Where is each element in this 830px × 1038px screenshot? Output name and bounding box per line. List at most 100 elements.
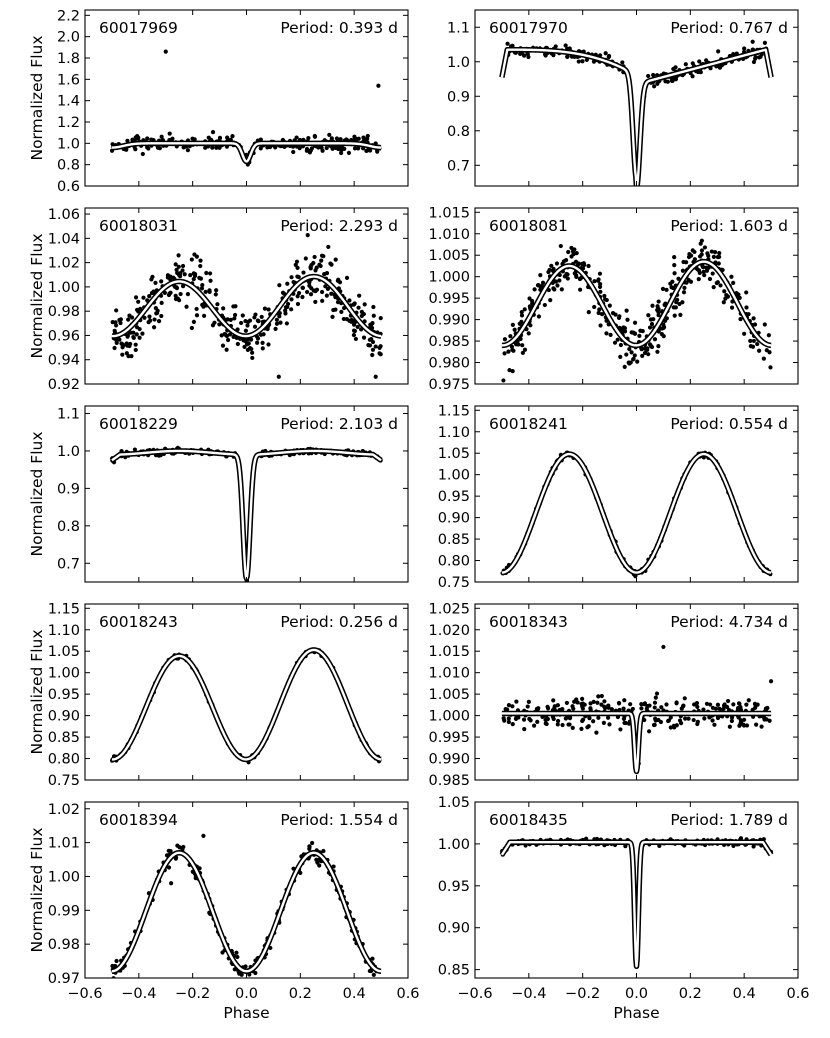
data-point (572, 247, 577, 252)
data-point (306, 136, 311, 141)
data-point (114, 958, 119, 964)
data-point (526, 699, 531, 704)
data-point (717, 254, 722, 260)
data-point (321, 254, 326, 259)
data-point (213, 292, 218, 297)
data-point (219, 333, 224, 338)
data-point (599, 693, 604, 699)
y-tick-label: 1.015 (428, 205, 470, 221)
data-point (319, 258, 324, 263)
data-point (692, 257, 697, 262)
data-point (252, 315, 257, 320)
data-point (224, 347, 229, 352)
data-point (681, 290, 687, 295)
data-point (134, 332, 139, 337)
data-point (525, 704, 530, 709)
data-point (297, 146, 302, 151)
data-point (598, 289, 603, 294)
data-point (744, 723, 750, 728)
x-tick-label: 0.2 (289, 986, 312, 1002)
data-point (525, 52, 530, 57)
y-tick-label: 0.90 (438, 921, 470, 937)
data-point (194, 306, 199, 312)
y-tick-label: 1.10 (48, 623, 80, 639)
data-point (540, 280, 546, 285)
data-point (739, 719, 744, 724)
data-point (191, 271, 196, 276)
data-point (527, 716, 532, 722)
data-point (646, 73, 651, 79)
data-point (120, 352, 125, 357)
data-point (736, 292, 741, 297)
data-point (501, 378, 506, 383)
data-point (114, 308, 119, 313)
data-point (715, 280, 720, 285)
y-tick-label: 0.94 (48, 353, 80, 369)
data-point (623, 720, 628, 726)
data-point (729, 715, 735, 720)
data-point (561, 259, 567, 264)
data-point (320, 148, 325, 153)
data-point (729, 718, 734, 724)
data-point (335, 300, 341, 305)
data-point (378, 315, 383, 321)
data-point (597, 284, 603, 289)
data-point (674, 701, 679, 706)
data-point (731, 702, 736, 707)
data-point (672, 263, 677, 268)
data-point (522, 307, 527, 312)
data-point (191, 319, 196, 324)
data-point (551, 698, 556, 703)
data-point (235, 954, 240, 960)
data-point (566, 249, 571, 255)
data-point (624, 308, 629, 313)
data-point (697, 270, 702, 275)
star-id-label: 60018243 (99, 613, 178, 631)
data-point (124, 341, 129, 346)
data-point (742, 331, 747, 336)
model-curve (500, 841, 773, 968)
data-point (307, 844, 312, 849)
data-point (293, 262, 298, 267)
y-tick-label: 1.000 (428, 709, 470, 725)
data-point (177, 845, 182, 850)
data-point (607, 303, 612, 308)
data-point (686, 716, 691, 721)
data-point (134, 325, 140, 330)
data-point (751, 316, 756, 321)
data-point (603, 297, 608, 302)
y-tick-label: 0.980 (428, 356, 470, 372)
data-point (371, 972, 376, 977)
data-point (604, 331, 609, 336)
data-point (324, 145, 329, 151)
y-tick-label: 0.75 (48, 773, 80, 789)
outlier-point (768, 679, 774, 684)
data-point (339, 148, 344, 153)
data-point (117, 317, 122, 323)
y-tick-label: 1.10 (438, 425, 470, 441)
data-point (597, 271, 603, 276)
data-point (753, 705, 758, 710)
data-point (510, 704, 515, 709)
data-point (522, 347, 528, 352)
data-point (166, 848, 171, 853)
data-point (159, 313, 164, 319)
data-point (668, 725, 673, 730)
data-point (510, 322, 515, 327)
y-tick-label: 2.0 (57, 30, 80, 46)
data-point (321, 848, 326, 854)
y-tick-label: 0.90 (48, 709, 80, 725)
data-point (680, 268, 686, 273)
data-point (567, 722, 572, 727)
data-points (501, 238, 773, 383)
data-point (539, 283, 544, 289)
y-tick-label: 1.15 (438, 403, 470, 419)
y-tick-label: 1.005 (428, 248, 470, 264)
data-point (746, 312, 751, 317)
data-point (510, 722, 515, 727)
data-point (646, 729, 652, 734)
y-tick-label: 1.1 (447, 20, 470, 36)
x-tick-label: 0.2 (679, 986, 702, 1002)
data-point (710, 271, 715, 276)
data-point (707, 276, 713, 282)
